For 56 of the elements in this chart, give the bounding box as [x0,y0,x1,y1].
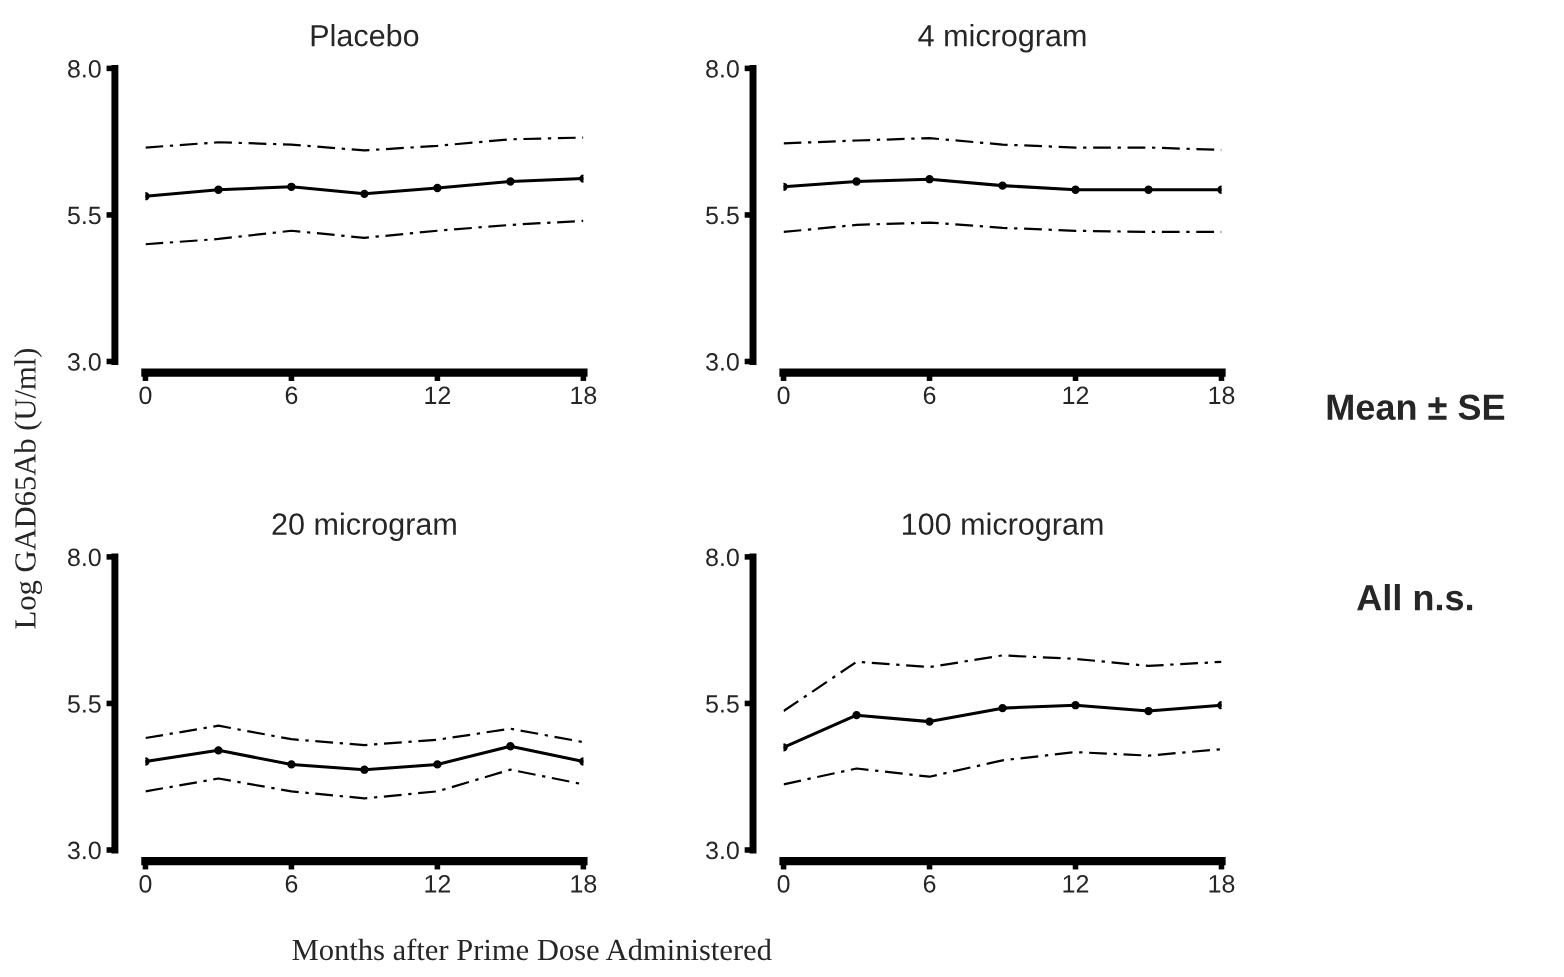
x-tick-label: 6 [285,874,298,893]
point [214,746,223,755]
point [1144,706,1153,716]
text: Mean ± SE [1327,394,1505,421]
point [506,742,515,751]
y-tick-label: 5.5 [706,695,739,713]
point [360,765,369,774]
point [287,182,296,191]
y-tick-label: 5.5 [706,206,739,225]
line-series [783,654,1222,713]
chart-title: 4 microgram [918,24,1086,53]
text: All n.s. [1357,584,1473,611]
x-tick-label: 12 [425,386,451,404]
chart-title: Placebo [311,24,419,47]
x-tick-label: 0 [139,386,152,405]
y-tick-label: 5.5 [67,695,101,713]
x-tick-label: 6 [285,386,298,405]
x-tick-label: 0 [777,874,790,893]
point [214,185,223,194]
y-tick-label: 3.0 [67,353,101,371]
x-tick-label: 18 [571,874,597,893]
x-tick-label: 12 [425,874,451,893]
x-tick-label: 12 [1063,386,1089,404]
x-tick-label: 0 [139,874,152,893]
point [433,760,442,769]
y-tick-label: 3.0 [706,353,739,371]
y-axis-title: Log GAD65Ab (U/ml) [14,348,43,629]
y-tick-label: 8.0 [68,548,101,567]
point [506,177,515,186]
point [925,717,934,726]
chart-title: 20 microgram [272,512,456,542]
point [1071,701,1080,710]
chart-title: 100 microgram [902,512,1103,542]
y-tick-label: 8.0 [706,548,739,567]
x-tick-label: 0 [777,386,790,405]
point [360,189,369,199]
x-tick-label: 18 [1209,386,1235,405]
x-tick-label: 6 [923,386,936,405]
line-series [145,136,584,152]
point [998,703,1007,713]
y-tick-label: 3.0 [706,841,739,860]
line-series [145,724,584,747]
x-tick-label: 18 [571,386,597,405]
y-tick-label: 8.0 [68,59,101,78]
line-series [783,748,1222,786]
y-tick-label: 5.5 [67,206,101,225]
x-tick-label: 6 [923,874,936,893]
point [433,183,442,193]
y-tick-label: 8.0 [706,59,739,78]
x-tick-label: 12 [1063,874,1089,893]
point [852,710,861,720]
y-tick-label: 3.0 [67,841,101,860]
line-series [145,219,584,246]
x-tick-label: 18 [1209,874,1235,893]
x-axis-title: Months after Prime Dose Administered [292,938,772,961]
point [287,760,296,769]
